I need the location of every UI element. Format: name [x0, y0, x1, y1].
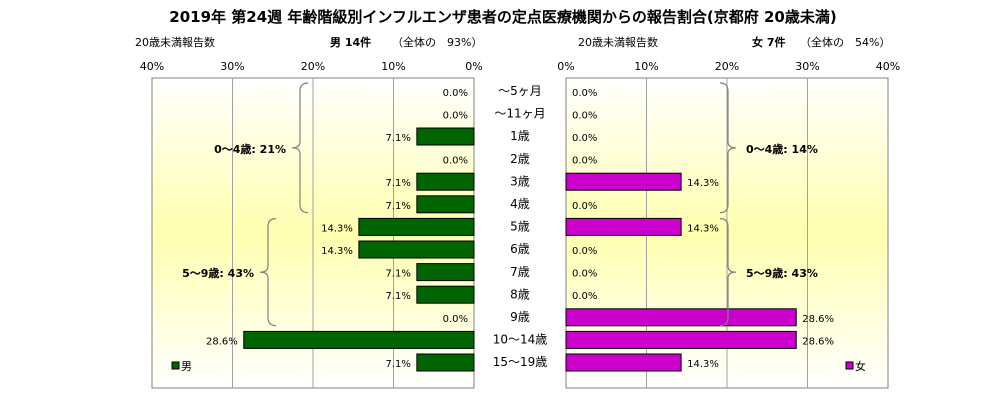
- male-bar: [243, 330, 475, 349]
- age-category-label: 8歳: [510, 287, 530, 301]
- left-x-tick-label: 20%: [301, 60, 325, 73]
- male-data-label: 7.1%: [385, 291, 410, 302]
- female-bar: [565, 308, 797, 327]
- male-data-label: 7.1%: [385, 178, 410, 189]
- female-data-label: 0.0%: [572, 156, 597, 167]
- male-data-label: 7.1%: [385, 359, 410, 370]
- age-category-label: 7歳: [510, 265, 530, 279]
- female-legend-swatch: [845, 361, 854, 370]
- male-bar: [358, 217, 475, 236]
- age-category-label: ～5ヶ月: [498, 84, 542, 98]
- male-data-label: 7.1%: [385, 201, 410, 212]
- male-bar: [416, 263, 475, 282]
- age-category-label: 4歳: [510, 197, 530, 211]
- female-bar: [565, 217, 682, 236]
- male-data-label: 0.0%: [443, 314, 468, 325]
- male-data-label: 7.1%: [385, 269, 410, 280]
- right-x-tick-label: 20%: [715, 60, 739, 73]
- male-bar: [416, 195, 475, 214]
- female-data-label: 0.0%: [572, 246, 597, 257]
- male-legend-label: 男: [181, 360, 192, 373]
- chart-title: 2019年 第24週 年齢階級別インフルエンザ患者の定点医療機関からの報告割合(…: [169, 8, 836, 26]
- age-category-label: 6歳: [510, 242, 530, 256]
- left-age-group-label: 0～4歳: 21%: [214, 142, 286, 156]
- age-category-label: 3歳: [510, 174, 530, 188]
- age-category-label: 1歳: [510, 129, 530, 143]
- left-subtitle-male-total: 男 14件: [330, 35, 371, 49]
- right-x-tick-label: 10%: [634, 60, 658, 73]
- left-x-tick-label: 40%: [140, 60, 164, 73]
- female-data-label: 0.0%: [572, 201, 597, 212]
- female-data-label: 0.0%: [572, 269, 597, 280]
- right-age-group-brace: [719, 82, 737, 214]
- female-data-label: 28.6%: [802, 336, 834, 347]
- female-data-label: 14.3%: [687, 359, 719, 370]
- male-bar: [358, 240, 475, 259]
- male-bar: [416, 285, 475, 304]
- left-subtitle-count: 20歳未満報告数: [135, 36, 215, 49]
- left-x-tick-label: 0%: [465, 60, 482, 73]
- male-bar: [416, 172, 475, 191]
- age-category-label: 9歳: [510, 310, 530, 324]
- age-category-label: ～11ヶ月: [494, 107, 545, 121]
- right-subtitle-share: （全体の 54%）: [800, 35, 890, 49]
- female-data-label: 28.6%: [802, 314, 834, 325]
- female-data-label: 0.0%: [572, 110, 597, 121]
- female-bar: [565, 172, 682, 191]
- female-legend-label: 女: [855, 359, 866, 373]
- male-bar: [416, 353, 475, 372]
- right-x-tick-label: 40%: [876, 60, 900, 73]
- female-data-label: 0.0%: [572, 133, 597, 144]
- right-age-group-label: 5～9歳: 43%: [746, 266, 818, 280]
- female-data-label: 14.3%: [687, 223, 719, 234]
- male-data-label: 28.6%: [206, 336, 238, 347]
- left-x-tick-label: 10%: [381, 60, 405, 73]
- left-x-tick-label: 30%: [220, 60, 244, 73]
- female-data-label: 0.0%: [572, 88, 597, 99]
- left-age-group-label: 5～9歳: 43%: [182, 266, 254, 280]
- right-x-tick-label: 0%: [557, 60, 574, 73]
- male-legend-swatch: [171, 361, 180, 370]
- male-bar: [416, 127, 475, 146]
- age-category-label: 5歳: [510, 220, 530, 234]
- right-subtitle-female-total: 女 7件: [752, 35, 785, 49]
- right-age-group-label: 0～4歳: 14%: [746, 142, 818, 156]
- male-data-label: 7.1%: [385, 133, 410, 144]
- right-x-tick-label: 30%: [795, 60, 819, 73]
- right-subtitle-count: 20歳未満報告数: [578, 36, 658, 49]
- male-data-label: 0.0%: [443, 156, 468, 167]
- female-data-label: 0.0%: [572, 291, 597, 302]
- left-age-group-brace: [291, 82, 309, 214]
- male-data-label: 14.3%: [321, 223, 353, 234]
- male-data-label: 0.0%: [443, 88, 468, 99]
- age-category-label: 15～19歳: [493, 355, 548, 369]
- female-data-label: 14.3%: [687, 178, 719, 189]
- age-category-label: 2歳: [510, 152, 530, 166]
- female-bar: [565, 330, 797, 349]
- age-category-label: 10～14歳: [493, 333, 548, 347]
- right-age-group-brace: [719, 218, 737, 327]
- male-data-label: 0.0%: [443, 110, 468, 121]
- left-subtitle-share: （全体の 93%）: [392, 35, 482, 49]
- male-data-label: 14.3%: [321, 246, 353, 257]
- female-bar: [565, 353, 682, 372]
- left-age-group-brace: [259, 218, 277, 327]
